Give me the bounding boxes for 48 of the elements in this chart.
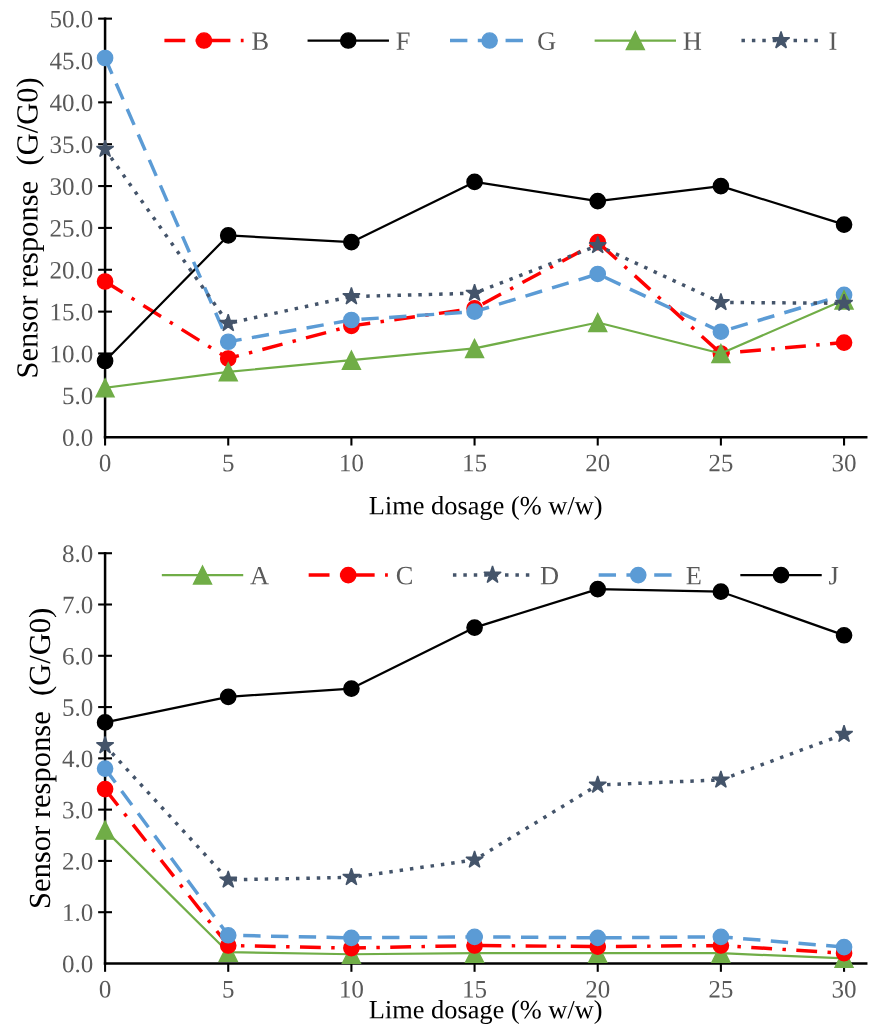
y-tick-label: 0.0 xyxy=(62,955,93,973)
x-tick-label: 5 xyxy=(223,454,234,472)
legend-label: G xyxy=(538,32,556,51)
x-tick-label: 25 xyxy=(709,980,733,998)
y-tick-label: 15.0 xyxy=(51,303,93,321)
y-tick-label: 3.0 xyxy=(63,801,93,819)
y-tick-label: 6.0 xyxy=(63,647,93,665)
x-tick-label: 10 xyxy=(341,454,363,472)
x-tick-label: 0 xyxy=(99,454,111,472)
y-axis-title: Sensor response (G/G0) xyxy=(28,609,57,907)
y-tick-label: 8.0 xyxy=(62,545,93,563)
x-tick-label: 30 xyxy=(832,980,856,998)
y-tick-label: 30.0 xyxy=(50,178,93,196)
legend-label: I xyxy=(829,32,837,50)
x-axis-title: Lime dosage (% w/w) xyxy=(369,495,602,520)
legend-label: F xyxy=(396,32,410,50)
y-tick-label: 25.0 xyxy=(50,219,93,237)
y-tick-label: 20.0 xyxy=(50,261,93,279)
x-tick-label: 20 xyxy=(586,454,610,472)
y-axis-title: Sensor response (G/G0) xyxy=(16,78,44,377)
y-tick-label: 40.0 xyxy=(50,94,93,112)
x-tick-label: 5 xyxy=(223,981,234,998)
y-tick-label: 2.0 xyxy=(63,852,93,870)
x-tick-label: 0 xyxy=(99,980,111,998)
x-axis-title: Lime dosage (% w/w) xyxy=(369,1000,602,1025)
x-tick-label: 25 xyxy=(709,454,733,472)
legend-label: H xyxy=(683,32,702,50)
x-tick-label: 20 xyxy=(586,980,610,998)
legend-label: C xyxy=(396,566,412,585)
y-tick-label: 45.0 xyxy=(50,52,93,70)
y-tick-label: 50.0 xyxy=(50,10,93,28)
legend-label: B xyxy=(252,32,268,50)
x-tick-label: 15 xyxy=(464,454,487,472)
y-tick-label: 5.0 xyxy=(63,699,93,717)
legend-label: A xyxy=(250,566,269,585)
y-tick-label: 5.0 xyxy=(63,387,93,405)
y-tick-label: 4.0 xyxy=(62,750,93,768)
legend-label: E xyxy=(686,567,701,585)
legend-label: D xyxy=(540,567,559,585)
y-tick-label: 1.0 xyxy=(64,904,93,922)
x-tick-label: 15 xyxy=(464,980,487,998)
y-tick-label: 10.0 xyxy=(51,345,93,363)
y-tick-label: 7.0 xyxy=(63,596,93,614)
y-tick-label: 35.0 xyxy=(50,136,93,154)
legend-label: J xyxy=(829,567,839,585)
x-tick-label: 30 xyxy=(832,454,856,472)
x-tick-label: 10 xyxy=(341,980,363,998)
y-tick-label: 0.0 xyxy=(62,429,93,447)
